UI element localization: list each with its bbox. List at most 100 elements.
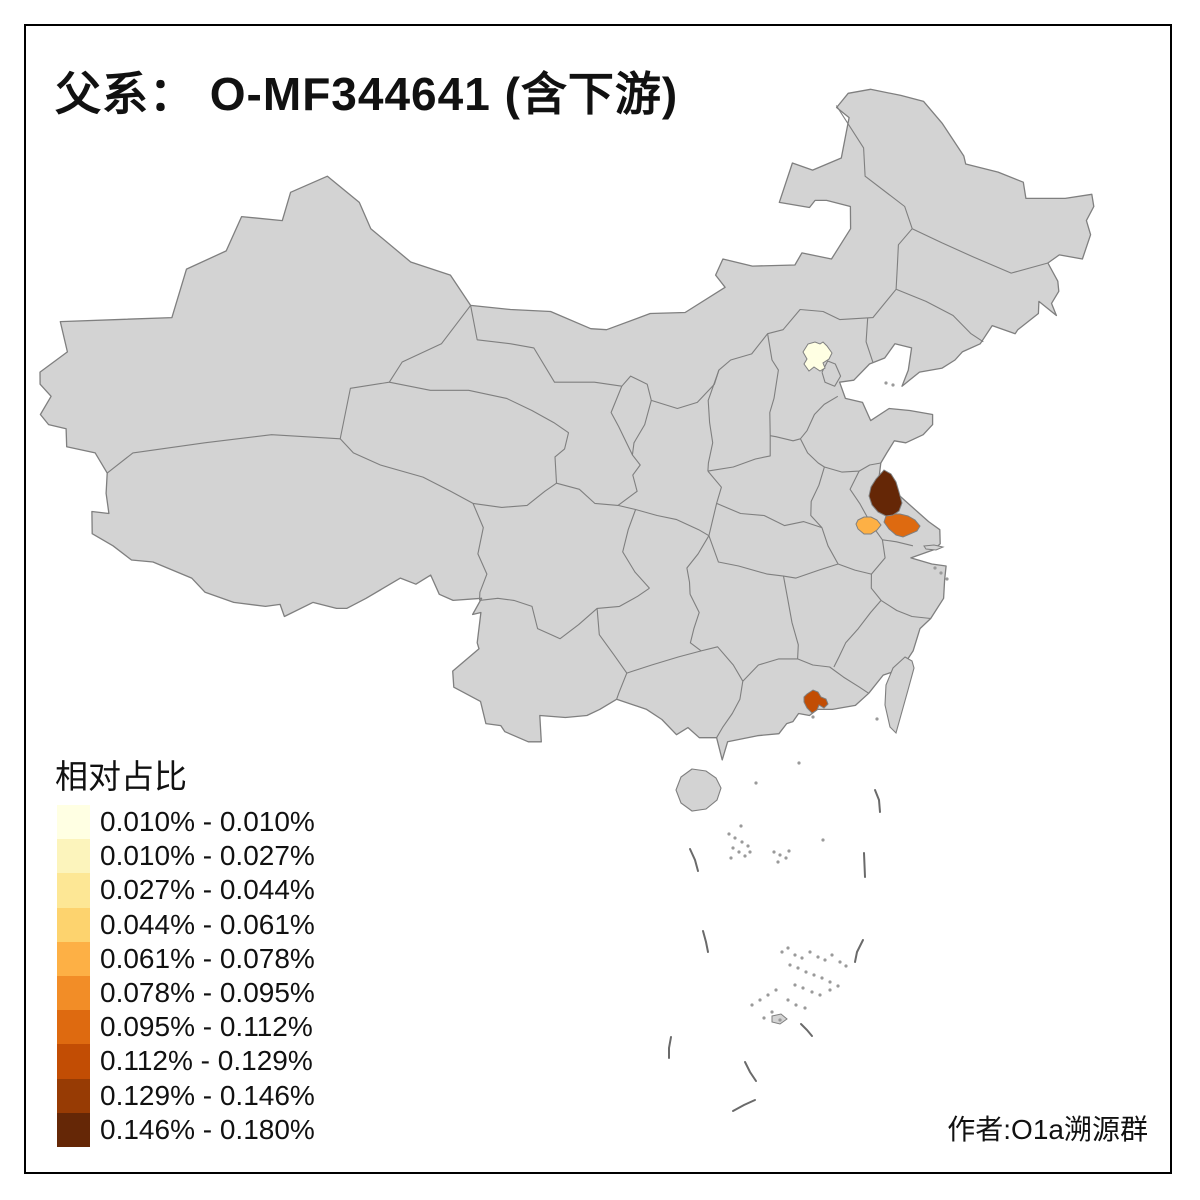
colored-region-central-jiangsu-coastal — [883, 513, 921, 538]
legend-swatch — [57, 975, 90, 1011]
legend-bin: 0.095% - 0.112% — [57, 1010, 315, 1045]
legend-bin: 0.044% - 0.061% — [57, 907, 315, 942]
sea-boundary-dash — [854, 939, 864, 963]
small-island-dot — [828, 980, 832, 984]
small-island-dot — [754, 781, 758, 785]
small-island-dot — [810, 990, 814, 994]
small-island-dot — [743, 854, 747, 858]
legend-bin: 0.027% - 0.044% — [57, 873, 315, 908]
legend-bin: 0.010% - 0.027% — [57, 839, 315, 874]
small-island-dot — [830, 953, 834, 957]
sea-boundary-dash — [874, 789, 881, 813]
province-border — [895, 288, 984, 343]
small-island-dot — [778, 853, 782, 857]
province-border — [626, 646, 744, 738]
small-island-dot — [939, 571, 943, 575]
small-island-dot — [733, 836, 737, 840]
legend-bin: 0.112% - 0.129% — [57, 1044, 315, 1079]
province-border — [782, 576, 799, 659]
legend-swatch — [57, 1044, 90, 1079]
legend-bin: 0.061% - 0.078% — [57, 941, 315, 976]
legend-swatch — [57, 805, 90, 840]
legend-swatch — [57, 941, 90, 976]
small-island-dot — [737, 850, 741, 854]
yangtze-mouth-island — [923, 544, 945, 551]
legend-bin-label: 0.010% - 0.010% — [100, 806, 315, 838]
province-border — [470, 288, 897, 410]
small-island-dot — [772, 850, 776, 854]
legend-bin: 0.146% - 0.180% — [57, 1112, 315, 1147]
small-island-dot — [820, 976, 824, 980]
province-border — [708, 535, 839, 579]
small-island-dot — [740, 840, 744, 844]
small-island-dot — [731, 846, 735, 850]
sea-boundary-dash — [744, 1061, 757, 1082]
small-island-dot — [844, 964, 848, 968]
small-island-dot — [794, 1003, 798, 1007]
small-island-dot — [884, 381, 888, 385]
small-island-dot — [821, 838, 825, 842]
small-island-dot — [812, 973, 816, 977]
small-island-dot — [786, 946, 790, 950]
province-border — [799, 438, 825, 468]
province-border — [479, 587, 650, 640]
legend-bin-label: 0.027% - 0.044% — [100, 874, 315, 906]
map-frame — [24, 24, 1172, 1174]
legend-bin: 0.078% - 0.095% — [57, 975, 315, 1011]
small-island-dot — [784, 856, 788, 860]
small-island-dot — [786, 998, 790, 1002]
province-border — [833, 600, 882, 668]
province-border — [106, 434, 341, 474]
legend-swatch — [57, 1010, 90, 1045]
province-border — [707, 470, 722, 536]
province-border — [716, 502, 823, 529]
legend-bin-label: 0.010% - 0.027% — [100, 840, 315, 872]
legend-bin-label: 0.061% - 0.078% — [100, 942, 315, 974]
small-island-dot — [746, 844, 750, 848]
province-border — [472, 482, 557, 508]
small-island-dot — [788, 963, 792, 967]
small-island-dot — [770, 1010, 774, 1014]
small-island-dot — [828, 988, 832, 992]
small-island-dot — [838, 960, 842, 964]
province-border — [689, 594, 702, 652]
small-island-dot — [758, 998, 762, 1002]
province-border — [389, 381, 570, 484]
province-border — [686, 535, 710, 595]
legend-bin-label: 0.044% - 0.061% — [100, 908, 315, 940]
province-border — [596, 608, 628, 700]
small-island-dot — [727, 832, 731, 836]
legend-bin: 0.010% - 0.010% — [57, 805, 315, 840]
province-border — [870, 574, 931, 620]
small-island-dot — [729, 856, 733, 860]
small-island-dot — [803, 1006, 807, 1010]
colored-region-east-guangdong-coastal — [803, 689, 829, 714]
legend-swatch — [57, 907, 90, 942]
small-island-dot — [875, 717, 879, 721]
small-island-dot — [796, 966, 800, 970]
hainan-island — [675, 768, 722, 812]
small-island-dot — [945, 577, 949, 581]
small-island-dot — [793, 983, 797, 987]
legend-bin-label: 0.112% - 0.129% — [100, 1045, 313, 1077]
province-border — [770, 395, 839, 442]
sea-boundary-dash — [732, 1099, 756, 1112]
province-border — [911, 228, 1049, 274]
legend-swatch — [57, 873, 90, 908]
province-border — [810, 466, 825, 528]
legend-bin: 0.129% - 0.146% — [57, 1078, 315, 1113]
province-border — [339, 305, 472, 439]
small-island-dot — [801, 986, 805, 990]
sea-boundary-dash — [702, 930, 709, 953]
legend-bin-label: 0.095% - 0.112% — [100, 1011, 313, 1043]
province-border — [865, 317, 874, 363]
legend-bin-label: 0.129% - 0.146% — [100, 1079, 315, 1111]
small-island-dot — [818, 993, 822, 997]
taiwan-island — [884, 656, 915, 735]
small-island-dot — [808, 950, 812, 954]
small-island-dot — [750, 1003, 754, 1007]
province-border — [707, 369, 720, 472]
author-credit: 作者:O1a溯源群 — [947, 1114, 1148, 1145]
small-island-dot — [739, 824, 743, 828]
china-mainland — [39, 88, 1095, 761]
